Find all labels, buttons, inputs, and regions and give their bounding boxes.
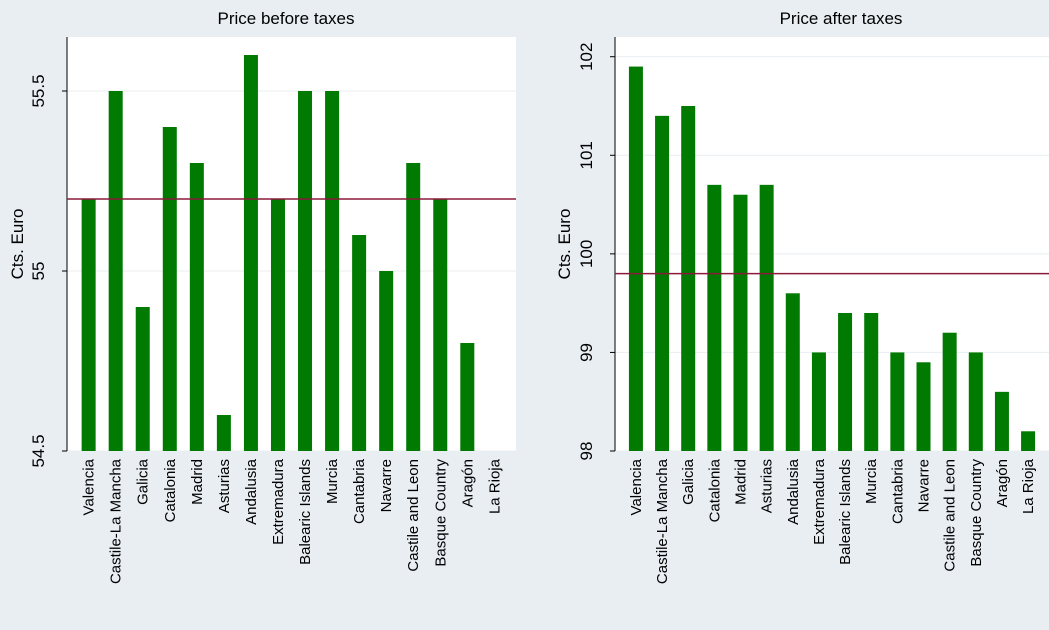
- category-label: Valencia: [81, 458, 98, 515]
- y-axis-label: Cts. Euro: [555, 209, 574, 280]
- bar: [135, 307, 150, 451]
- bar: [216, 415, 231, 451]
- y-tick-label: 102: [577, 43, 596, 71]
- bar: [1021, 431, 1036, 451]
- category-label: Aragón: [459, 459, 476, 507]
- category-label: Castile-La Mancha: [654, 458, 671, 584]
- bar: [460, 343, 475, 451]
- category-label: Extremadura: [811, 458, 828, 545]
- category-label: Aragón: [994, 459, 1011, 507]
- category-label: Catalonia: [162, 458, 179, 522]
- bar: [243, 55, 258, 451]
- bar: [433, 199, 448, 451]
- bar: [406, 163, 421, 451]
- y-axis-label: Cts. Euro: [8, 209, 27, 280]
- bar: [628, 66, 643, 452]
- category-label: Balearic Islands: [837, 459, 854, 565]
- bar: [838, 313, 853, 451]
- category-label: Extremadura: [270, 458, 287, 545]
- bar: [707, 184, 722, 451]
- y-tick-label: 54.5: [29, 434, 48, 467]
- category-label: La Rioja: [486, 458, 503, 514]
- bar: [785, 293, 800, 451]
- category-label: Murcia: [863, 458, 880, 504]
- y-tick-label: 55.5: [29, 74, 48, 107]
- chart-title: Price before taxes: [217, 9, 354, 28]
- y-tick-label: 98: [577, 442, 596, 461]
- category-label: Valencia: [628, 458, 645, 515]
- category-label: Andalusia: [785, 458, 802, 525]
- bar: [379, 271, 394, 451]
- bar: [733, 194, 748, 451]
- chart-title: Price after taxes: [780, 9, 903, 28]
- bar: [189, 163, 204, 451]
- bar: [352, 235, 367, 451]
- chart-panel-after-taxes: Price after taxes 98 99 100 101 102 Cts. Euro V…: [523, 0, 1049, 630]
- bar: [270, 199, 285, 451]
- y-tick-label: 55: [29, 262, 48, 281]
- plot-area: [67, 37, 516, 451]
- bar: [81, 199, 96, 451]
- bar: [916, 362, 931, 451]
- bar: [298, 91, 313, 451]
- category-label: Navarre: [916, 459, 933, 512]
- bar: [968, 352, 983, 451]
- category-label: Andalusia: [243, 458, 260, 525]
- category-label: Navarre: [378, 459, 395, 512]
- y-tick-label: 99: [577, 343, 596, 362]
- category-label: La Rioja: [1020, 458, 1037, 514]
- bar: [108, 91, 123, 451]
- category-label: Castile-La Mancha: [108, 458, 125, 584]
- bar: [864, 313, 879, 451]
- category-label: Cantabria: [351, 458, 368, 524]
- bar: [811, 352, 826, 451]
- category-label: Balearic Islands: [297, 459, 314, 565]
- bar: [655, 115, 670, 451]
- category-label: Asturias: [759, 459, 776, 513]
- plot-area: [615, 37, 1049, 451]
- bar: [681, 106, 696, 451]
- category-label: Murcia: [324, 458, 341, 504]
- bar: [994, 391, 1009, 451]
- y-tick-label: 101: [577, 141, 596, 169]
- category-label: Galicia: [135, 458, 152, 505]
- category-label: Galicia: [680, 458, 697, 505]
- chart-before-taxes: Price before taxes 54.5 55 55.5 Cts. Euro Val…: [8, 9, 516, 584]
- category-label: Cantabria: [889, 458, 906, 524]
- category-label: Catalonia: [706, 458, 723, 522]
- chart-after-taxes: Price after taxes 98 99 100 101 102 Cts. Euro V…: [555, 9, 1049, 584]
- category-label: Madrid: [189, 459, 206, 505]
- y-tick-label: 100: [577, 240, 596, 268]
- bar: [162, 127, 177, 451]
- bar: [942, 332, 957, 451]
- bar: [759, 184, 774, 451]
- category-label: Castile and Leon: [405, 459, 422, 572]
- category-label: Castile and Leon: [942, 459, 959, 572]
- chart-panel-before-taxes: Price before taxes 54.5 55 55.5 Cts. Euro Val…: [0, 0, 522, 630]
- category-label: Basque Country: [432, 459, 449, 567]
- category-label: Madrid: [732, 459, 749, 505]
- category-label: Asturias: [216, 459, 233, 513]
- bar: [325, 91, 340, 451]
- bar: [890, 352, 905, 451]
- category-label: Basque Country: [968, 459, 985, 567]
